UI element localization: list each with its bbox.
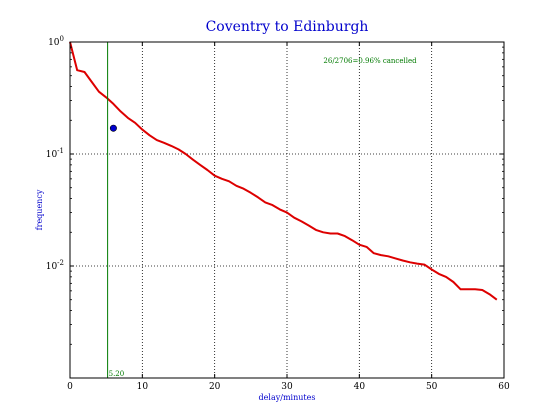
annotations-layer: 5.20 [107, 42, 125, 378]
data-point-marker [109, 124, 117, 132]
x-tick-label: 10 [137, 382, 149, 392]
mean-delay-label: 5.20 [109, 370, 125, 378]
x-axis-label: delay/minutes [259, 393, 316, 402]
x-tick-label: 40 [354, 382, 366, 392]
x-tick-label: 0 [67, 382, 73, 392]
grid [70, 42, 504, 378]
cancelled-annotation: 26/2706=0.96% cancelled [323, 57, 417, 65]
y-tick-label: 10-1 [46, 147, 64, 160]
x-tick-label: 30 [281, 382, 293, 392]
x-tick-label: 60 [498, 382, 510, 392]
x-tick-label: 20 [209, 382, 221, 392]
axes: 0 10 20 30 40 50 60 100 10-1 10-2 [46, 35, 510, 392]
x-tick-label: 50 [426, 382, 438, 392]
chart-title: Coventry to Edinburgh [206, 19, 369, 35]
y-tick-label: 10-2 [46, 259, 64, 272]
series-layer [69, 41, 498, 301]
y-axis-label: frequency [35, 189, 44, 230]
y-tick-label: 100 [48, 35, 64, 48]
delay-frequency-line [69, 41, 498, 301]
